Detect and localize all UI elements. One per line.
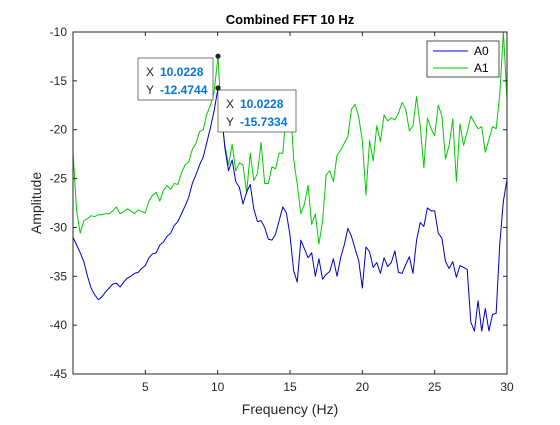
y-tick-label: -25 (50, 172, 68, 186)
x-tick-label: 15 (283, 380, 297, 394)
legend-box (426, 40, 500, 78)
legend[interactable]: A0 A1 (426, 40, 500, 78)
datatip-a1-x-value: 10.0228 (160, 65, 204, 79)
x-tick-label: 25 (428, 380, 442, 394)
datatip-a1-x-label: X (146, 65, 154, 79)
datatip-marker-a0[interactable] (215, 85, 221, 91)
x-axis-label: Frequency (Hz) (242, 401, 338, 417)
datatip-a1[interactable]: X 10.0228 Y -12.4744 (137, 57, 214, 101)
y-tick-label: -30 (50, 220, 68, 234)
y-tick-label: -20 (50, 123, 68, 137)
y-tick-label: -10 (50, 25, 68, 39)
x-tick-label: 5 (142, 380, 149, 394)
datatip-a1-y-value: -12.4744 (160, 83, 208, 97)
y-tick-label: -35 (50, 269, 68, 283)
y-axis-label: Amplitude (28, 172, 44, 234)
plot-area[interactable]: 5 10 15 20 25 30 -45 -40 -35 -30 -25 -20 -15 -10 (50, 25, 514, 394)
datatip-a1-y-label: Y (146, 83, 154, 97)
datatip-marker-a1[interactable] (215, 53, 221, 59)
datatip-a0-x-value: 10.0228 (240, 97, 284, 111)
y-tick-label: -40 (50, 318, 68, 332)
datatip-a0-x-label: X (226, 97, 234, 111)
datatip-a1-box (137, 57, 214, 101)
y-tick-label: -15 (50, 74, 68, 88)
datatip-a0-box (217, 89, 297, 133)
y-tick-label: -45 (50, 367, 68, 381)
datatip-a0-y-label: Y (226, 115, 234, 129)
x-tick-label: 30 (500, 380, 514, 394)
datatip-a0[interactable]: X 10.0228 Y -15.7334 (217, 89, 297, 133)
chart-title: Combined FFT 10 Hz (226, 12, 355, 27)
x-tick-label: 10 (211, 380, 225, 394)
legend-label-a1: A1 (474, 61, 489, 75)
legend-label-a0: A0 (474, 44, 489, 58)
datatip-a0-y-value: -15.7334 (240, 115, 288, 129)
x-tick-label: 20 (356, 380, 370, 394)
series-line-a0[interactable] (72, 87, 508, 332)
